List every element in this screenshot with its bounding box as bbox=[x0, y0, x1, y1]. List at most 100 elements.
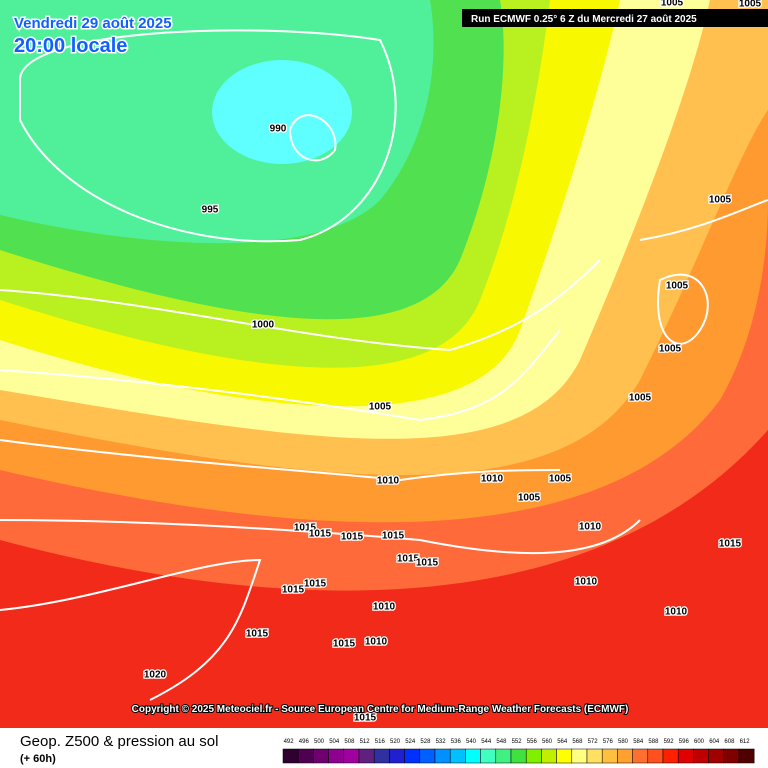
legend-swatch bbox=[556, 748, 573, 764]
legend-swatch bbox=[541, 748, 557, 764]
isobar-label: 1005 bbox=[518, 493, 541, 504]
legend-label: 584 bbox=[633, 739, 644, 745]
legend-label: 496 bbox=[299, 739, 310, 745]
legend-swatch bbox=[525, 748, 542, 764]
isobar-label: 1000 bbox=[252, 320, 275, 331]
legend-swatch bbox=[647, 748, 664, 764]
legend-swatch bbox=[449, 748, 466, 764]
legend-label: 600 bbox=[694, 739, 705, 745]
legend-label: 492 bbox=[284, 739, 295, 745]
legend-swatch bbox=[586, 748, 603, 764]
isobar-label: 1010 bbox=[575, 577, 598, 588]
legend-label: 572 bbox=[588, 739, 599, 745]
legend-label: 512 bbox=[360, 739, 371, 745]
legend-swatch bbox=[723, 748, 740, 764]
legend-swatch bbox=[677, 748, 694, 764]
isobar-label: 1005 bbox=[661, 0, 684, 9]
legend-swatch bbox=[282, 748, 299, 764]
copyright: Copyright © 2025 Meteociel.fr - Source E… bbox=[132, 704, 629, 715]
legend-label: 504 bbox=[329, 739, 340, 745]
legend-swatch bbox=[343, 748, 360, 764]
legend-label: 604 bbox=[709, 739, 720, 745]
isobar-label: 1020 bbox=[144, 670, 167, 681]
legend-label: 552 bbox=[512, 739, 523, 745]
legend-swatch bbox=[465, 748, 481, 764]
legend-label: 524 bbox=[405, 739, 416, 745]
isobar-label: 1005 bbox=[369, 402, 392, 413]
legend-swatch bbox=[632, 748, 649, 764]
legend-label: 548 bbox=[496, 739, 507, 745]
z500-field bbox=[0, 0, 768, 728]
isobar-label: 1005 bbox=[666, 281, 689, 292]
legend-label: 580 bbox=[618, 739, 629, 745]
legend-label: 556 bbox=[527, 739, 538, 745]
legend-swatch bbox=[373, 748, 390, 764]
footer-title: Geop. Z500 & pression au sol bbox=[20, 733, 218, 750]
isobar-label: 1010 bbox=[665, 607, 688, 618]
legend-swatch bbox=[389, 748, 405, 764]
legend-swatch bbox=[495, 748, 512, 764]
isobar-label: 1015 bbox=[309, 529, 332, 540]
isobar-label: 1005 bbox=[709, 195, 732, 206]
isobar-label: 1005 bbox=[739, 0, 762, 10]
legend-swatch bbox=[404, 748, 421, 764]
legend-label: 560 bbox=[542, 739, 553, 745]
isobar-label: 1015 bbox=[304, 579, 327, 590]
legend-label: 612 bbox=[740, 739, 751, 745]
isobar-label: 1010 bbox=[481, 474, 504, 485]
isobar-label: 990 bbox=[270, 124, 287, 135]
isobar-label: 1015 bbox=[246, 629, 269, 640]
legend-label: 568 bbox=[572, 739, 583, 745]
legend-label: 520 bbox=[390, 739, 401, 745]
legend-swatch bbox=[434, 748, 451, 764]
isobar-label: 1015 bbox=[354, 713, 377, 724]
isobar-label: 1015 bbox=[719, 539, 742, 550]
isobar-label: 995 bbox=[202, 205, 219, 216]
legend-swatch bbox=[313, 748, 329, 764]
legend-label: 540 bbox=[466, 739, 477, 745]
legend-label: 516 bbox=[375, 739, 386, 745]
legend-swatch bbox=[328, 748, 345, 764]
legend-label: 532 bbox=[436, 739, 447, 745]
isobar-label: 1005 bbox=[549, 474, 572, 485]
isobar-label: 1015 bbox=[333, 639, 356, 650]
legend-swatch bbox=[601, 748, 618, 764]
legend-label: 588 bbox=[648, 739, 659, 745]
time: 20:00 locale bbox=[14, 35, 127, 57]
legend-label: 536 bbox=[451, 739, 462, 745]
isobar-label: 1010 bbox=[579, 522, 602, 533]
date: Vendredi 29 août 2025 bbox=[14, 15, 172, 32]
isobar-label: 1005 bbox=[659, 344, 682, 355]
run-info: Run ECMWF 0.25° 6 Z du Mercredi 27 août … bbox=[471, 14, 697, 25]
isobars bbox=[0, 29, 768, 701]
legend-swatch bbox=[419, 748, 436, 764]
legend-swatch bbox=[510, 748, 527, 764]
isobar-label: 1005 bbox=[629, 393, 652, 404]
legend-label: 564 bbox=[557, 739, 568, 745]
legend-swatch bbox=[617, 748, 633, 764]
run-info-box bbox=[462, 9, 768, 27]
legend-label: 500 bbox=[314, 739, 325, 745]
legend-label: 528 bbox=[420, 739, 431, 745]
legend-label: 508 bbox=[344, 739, 355, 745]
legend-swatch bbox=[738, 748, 755, 764]
isobar-label: 1010 bbox=[373, 602, 396, 613]
isobar-label: 1010 bbox=[365, 637, 388, 648]
legend-swatch bbox=[708, 748, 725, 764]
isobar-label: 1015 bbox=[397, 554, 420, 565]
legend-swatch bbox=[571, 748, 588, 764]
legend-swatch bbox=[358, 748, 375, 764]
isobar-label: 1015 bbox=[382, 531, 405, 542]
isobar-label: 1015 bbox=[294, 523, 317, 534]
legend-label: 544 bbox=[481, 739, 492, 745]
legend-swatch bbox=[693, 748, 709, 764]
isobar-label: 1015 bbox=[416, 558, 439, 569]
legend-swatch bbox=[662, 748, 679, 764]
legend-swatch bbox=[480, 748, 497, 764]
legend: 492 496 500 504 508 512 516 520 524 528 532 536 540 5… bbox=[282, 739, 755, 764]
legend-swatch bbox=[297, 748, 314, 764]
isobar-labels: 1005 1005 990 995 1005 1005 1000 1005 1005 1005 10… bbox=[143, 0, 763, 725]
footer-subtitle: (+ 60h) bbox=[20, 753, 56, 765]
legend-label: 596 bbox=[679, 739, 690, 745]
